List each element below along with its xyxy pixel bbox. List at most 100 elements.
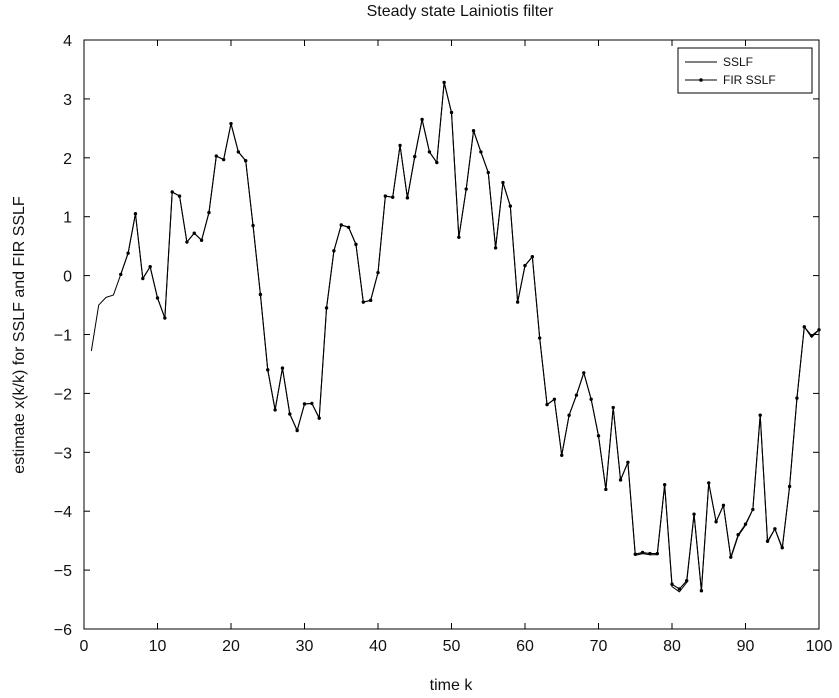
- data-point-fir-sslf: [795, 396, 799, 400]
- data-point-fir-sslf: [354, 242, 358, 247]
- data-point-fir-sslf: [295, 428, 299, 433]
- x-axis-title: time k: [430, 677, 474, 694]
- data-point-fir-sslf: [611, 405, 615, 410]
- x-tick-label: 0: [80, 638, 89, 655]
- data-point-fir-sslf: [141, 276, 145, 281]
- legend: SSLF FIR SSLF: [677, 47, 813, 94]
- y-tick-label: −4: [54, 504, 72, 521]
- x-tick-label: 70: [590, 638, 608, 655]
- data-point-fir-sslf: [383, 194, 388, 198]
- data-point-fir-sslf: [596, 434, 601, 438]
- y-tick-label: 2: [63, 151, 72, 168]
- data-point-fir-sslf: [662, 482, 667, 487]
- data-point-fir-sslf: [391, 195, 395, 199]
- data-point-fir-sslf: [368, 298, 373, 303]
- y-tick-label: −1: [54, 328, 72, 345]
- data-point-fir-sslf: [457, 235, 461, 240]
- y-tick-label: 0: [63, 269, 72, 286]
- chart-title: Steady state Lainiotis filter: [367, 3, 554, 20]
- legend-label-sslf: SSLF: [723, 55, 753, 69]
- data-point-fir-sslf: [185, 240, 189, 244]
- data-point-fir-sslf: [288, 412, 292, 416]
- data-point-fir-sslf: [199, 238, 204, 242]
- axis-ticks: 0 10 20 30 40 50 60 70 80 90 100 −6 −5 −4 −3 −2 −1 0 1 2 3 4: [54, 33, 833, 655]
- data-point-fir-sslf: [214, 154, 218, 158]
- data-point-fir-sslf: [435, 160, 439, 165]
- data-point-fir-sslf: [567, 413, 571, 417]
- data-point-fir-sslf: [280, 366, 285, 370]
- data-point-fir-sslf: [780, 546, 784, 550]
- series-fir-sslf: [119, 80, 821, 593]
- data-point-fir-sslf: [317, 416, 321, 420]
- y-axis-title: estimate x(k/k) for SSLF and FIR SSLF: [11, 196, 28, 474]
- data-point-fir-sslf: [501, 180, 505, 185]
- data-point-fir-sslf: [787, 484, 792, 489]
- data-point-fir-sslf: [552, 397, 557, 401]
- data-point-fir-sslf: [119, 272, 123, 277]
- x-tick-label: 30: [296, 638, 314, 655]
- y-tick-label: 1: [63, 210, 72, 227]
- data-point-fir-sslf: [244, 159, 248, 163]
- series-line-fir-sslf: [120, 81, 820, 592]
- data-point-fir-sslf: [692, 512, 696, 516]
- data-point-fir-sslf: [346, 225, 351, 229]
- data-point-fir-sslf: [376, 270, 380, 275]
- data-point-fir-sslf: [538, 336, 542, 340]
- data-point-fir-sslf: [523, 263, 527, 268]
- data-point-fir-sslf: [773, 527, 777, 531]
- data-point-fir-sslf: [721, 503, 726, 508]
- y-tick-label: −6: [54, 622, 72, 639]
- data-point-fir-sslf: [743, 522, 748, 526]
- x-tick-label: 80: [663, 638, 681, 655]
- series-line-sslf: [90, 81, 820, 593]
- data-point-fir-sslf: [427, 150, 432, 154]
- data-point-fir-sslf: [582, 371, 586, 375]
- data-point-fir-sslf: [273, 408, 277, 412]
- data-point-fir-sslf: [266, 368, 270, 372]
- data-point-fir-sslf: [640, 550, 645, 555]
- data-point-fir-sslf: [677, 587, 682, 591]
- data-point-fir-sslf: [736, 533, 740, 537]
- data-point-fir-sslf: [442, 80, 446, 85]
- data-point-fir-sslf: [471, 129, 476, 133]
- data-point-fir-sslf: [332, 249, 336, 253]
- data-point-fir-sslf: [207, 210, 211, 215]
- x-tick-label: 100: [806, 638, 833, 655]
- data-point-fir-sslf: [751, 507, 755, 512]
- x-tick-label: 50: [443, 638, 461, 655]
- data-point-fir-sslf: [133, 212, 138, 216]
- data-point-fir-sslf: [126, 251, 130, 255]
- plot-area-frame: [83, 39, 820, 630]
- data-point-fir-sslf: [192, 231, 196, 235]
- series-layer: [90, 80, 821, 593]
- data-point-fir-sslf: [817, 328, 821, 332]
- data-point-fir-sslf: [809, 333, 814, 338]
- data-point-fir-sslf: [163, 316, 167, 320]
- data-point-fir-sslf: [729, 555, 733, 559]
- data-point-fir-sslf: [155, 296, 160, 300]
- data-point-fir-sslf: [148, 265, 152, 269]
- data-point-fir-sslf: [508, 204, 512, 208]
- x-tick-label: 10: [149, 638, 167, 655]
- data-point-fir-sslf: [648, 551, 652, 556]
- data-point-fir-sslf: [413, 154, 417, 159]
- x-tick-label: 40: [369, 638, 387, 655]
- data-point-fir-sslf: [405, 196, 410, 200]
- data-point-fir-sslf: [420, 117, 424, 122]
- data-point-fir-sslf: [177, 194, 182, 198]
- data-point-fir-sslf: [302, 402, 307, 406]
- data-point-fir-sslf: [464, 187, 468, 191]
- data-point-fir-sslf: [685, 579, 689, 583]
- x-tick-label: 60: [516, 638, 534, 655]
- data-point-fir-sslf: [574, 393, 579, 397]
- data-point-fir-sslf: [560, 453, 564, 457]
- data-point-fir-sslf: [618, 478, 623, 482]
- data-point-fir-sslf: [361, 300, 365, 304]
- data-point-fir-sslf: [479, 150, 483, 154]
- data-point-fir-sslf: [236, 150, 241, 154]
- data-point-fir-sslf: [670, 582, 674, 586]
- data-point-fir-sslf: [802, 325, 806, 329]
- legend-box: [677, 47, 813, 94]
- data-point-fir-sslf: [707, 481, 711, 485]
